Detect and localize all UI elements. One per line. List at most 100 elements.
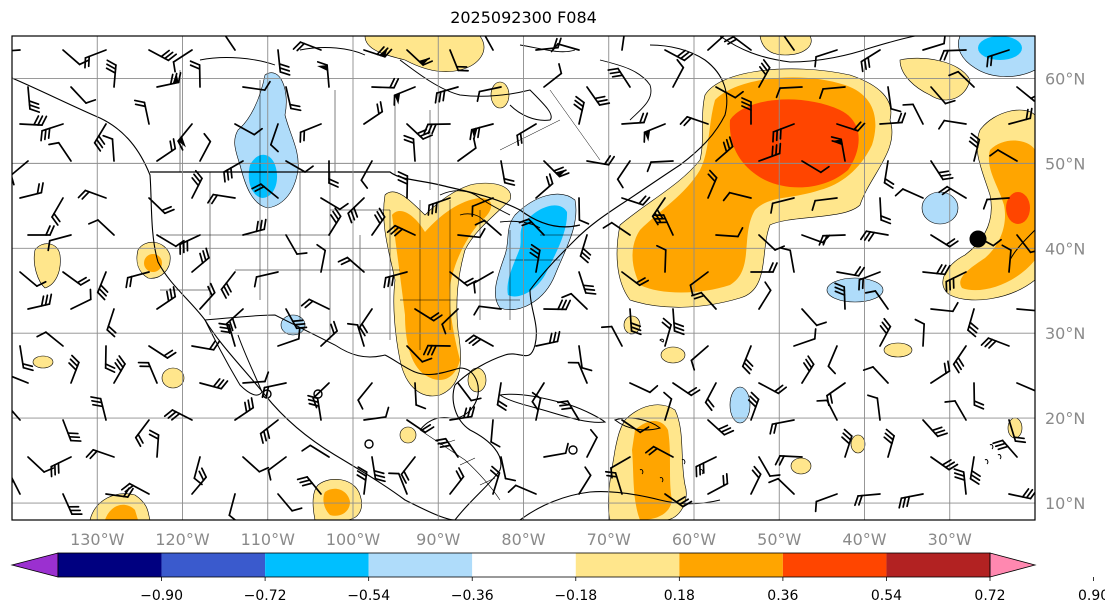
- wind-barb: [543, 63, 563, 88]
- map-frame: [11, 35, 1036, 521]
- wind-barb: [672, 382, 701, 397]
- wind-barb: [801, 355, 815, 384]
- wind-barb: [679, 115, 709, 127]
- wind-barb: [269, 123, 279, 153]
- wind-barb: [834, 282, 846, 310]
- wind-barb: [301, 444, 330, 458]
- wind-barb: [629, 308, 642, 336]
- wind-barb: [62, 493, 83, 515]
- wind-barb: [199, 378, 229, 390]
- wind-barb: [403, 134, 416, 162]
- wind-barb: [346, 322, 365, 347]
- wind-barb: [775, 86, 803, 99]
- coastline-iberia-africa: [1009, 229, 1035, 261]
- wind-barb: [707, 419, 735, 436]
- wind-barb: [406, 345, 433, 363]
- wind-barb: [858, 271, 881, 291]
- wind-barb: [406, 49, 434, 66]
- colorbar-extend-high: [989, 552, 1037, 578]
- wind-barb: [234, 123, 263, 136]
- wind-barb: [307, 394, 322, 421]
- wind-barb: [172, 49, 193, 73]
- wind-barb: [285, 86, 302, 112]
- wind-barb: [277, 328, 301, 347]
- wind-barb: [922, 36, 947, 51]
- wind-barb: [27, 86, 41, 113]
- wind-barb: [969, 456, 981, 485]
- wind-barb: [860, 49, 881, 73]
- wind-barb: [814, 493, 838, 513]
- wind-barb: [774, 454, 803, 466]
- wind-barb: [125, 271, 150, 289]
- anomaly-max-east-atlantic: [1006, 192, 1030, 224]
- wind-barb: [400, 456, 416, 484]
- wind-barb: [296, 476, 322, 495]
- wind-barb: [535, 330, 561, 347]
- wind-barb: [85, 448, 115, 460]
- latitude-label: 20°N: [1045, 409, 1085, 428]
- wind-barb: [500, 456, 517, 482]
- colorbar-bin: [679, 553, 783, 577]
- wind-barb: [883, 160, 895, 189]
- wind-barb: [854, 493, 881, 507]
- colorbar-bin: [368, 553, 473, 577]
- wind-barb: [371, 77, 400, 89]
- wind-barb: [292, 41, 322, 52]
- wind-barb: [561, 292, 588, 310]
- wind-barb: [691, 291, 717, 310]
- wind-barb: [465, 334, 494, 347]
- colorbar-bin: [161, 553, 266, 577]
- wind-barb: [386, 224, 416, 237]
- wind-barb: [867, 394, 881, 421]
- wind-barb: [489, 465, 501, 495]
- wind-barb: [457, 227, 486, 239]
- province-borders: [179, 70, 601, 190]
- wind-barb: [253, 271, 279, 288]
- wind-barb: [40, 123, 64, 142]
- wind-barb: [457, 382, 482, 402]
- wind-barb: [704, 382, 717, 412]
- wind-barb: [62, 419, 82, 442]
- anomaly-core-northern-rockies: [248, 154, 278, 198]
- longitude-label: 30°W: [928, 530, 972, 549]
- wind-barb: [179, 234, 201, 255]
- wind-barb: [841, 428, 853, 458]
- wind-barb: [898, 493, 924, 509]
- wind-barb: [363, 46, 393, 58]
- wind-barb: [27, 225, 55, 236]
- wind-barb: [473, 305, 502, 316]
- wind-barb: [992, 439, 1018, 458]
- wind-barb: [383, 271, 408, 289]
- wind-barb: [967, 308, 979, 338]
- anomaly-core-west-coast: [144, 254, 162, 272]
- wind-barb: [242, 371, 270, 384]
- wind-barb: [218, 322, 236, 347]
- wind-barb: [567, 361, 588, 384]
- wind-barb: [879, 112, 907, 125]
- wind-barb: [62, 49, 90, 66]
- wind-barb: [772, 123, 795, 143]
- wind-barb: [973, 382, 985, 410]
- wind-barb: [516, 123, 537, 146]
- wind-barb: [750, 262, 778, 273]
- wind-barb: [148, 49, 178, 62]
- wind-barb: [758, 382, 788, 395]
- longitude-label: 130°W: [70, 530, 125, 549]
- wind-barb: [27, 456, 55, 473]
- wind-barb: [894, 188, 924, 199]
- latitude-label: 50°N: [1045, 154, 1085, 173]
- wind-barb: [225, 308, 244, 334]
- wind-barb: [285, 234, 308, 255]
- colorbar-bin: [58, 553, 162, 577]
- wind-barb: [816, 399, 838, 421]
- latitude-labels: 60°N 50°N 40°N 30°N 20°N 10°N: [1045, 69, 1085, 513]
- wind-barb: [973, 234, 1002, 247]
- wind-barb: [938, 185, 967, 199]
- longitude-labels: 130°W 120°W 110°W 100°W 90°W 80°W 70°W 60°W 50°W…: [70, 530, 972, 549]
- wind-barb: [328, 160, 339, 188]
- wind-barb: [221, 36, 236, 51]
- colorbar-bin: [265, 553, 369, 577]
- latitude-label: 60°N: [1045, 69, 1085, 88]
- wind-barb: [93, 123, 107, 152]
- wind-barb: [793, 328, 817, 347]
